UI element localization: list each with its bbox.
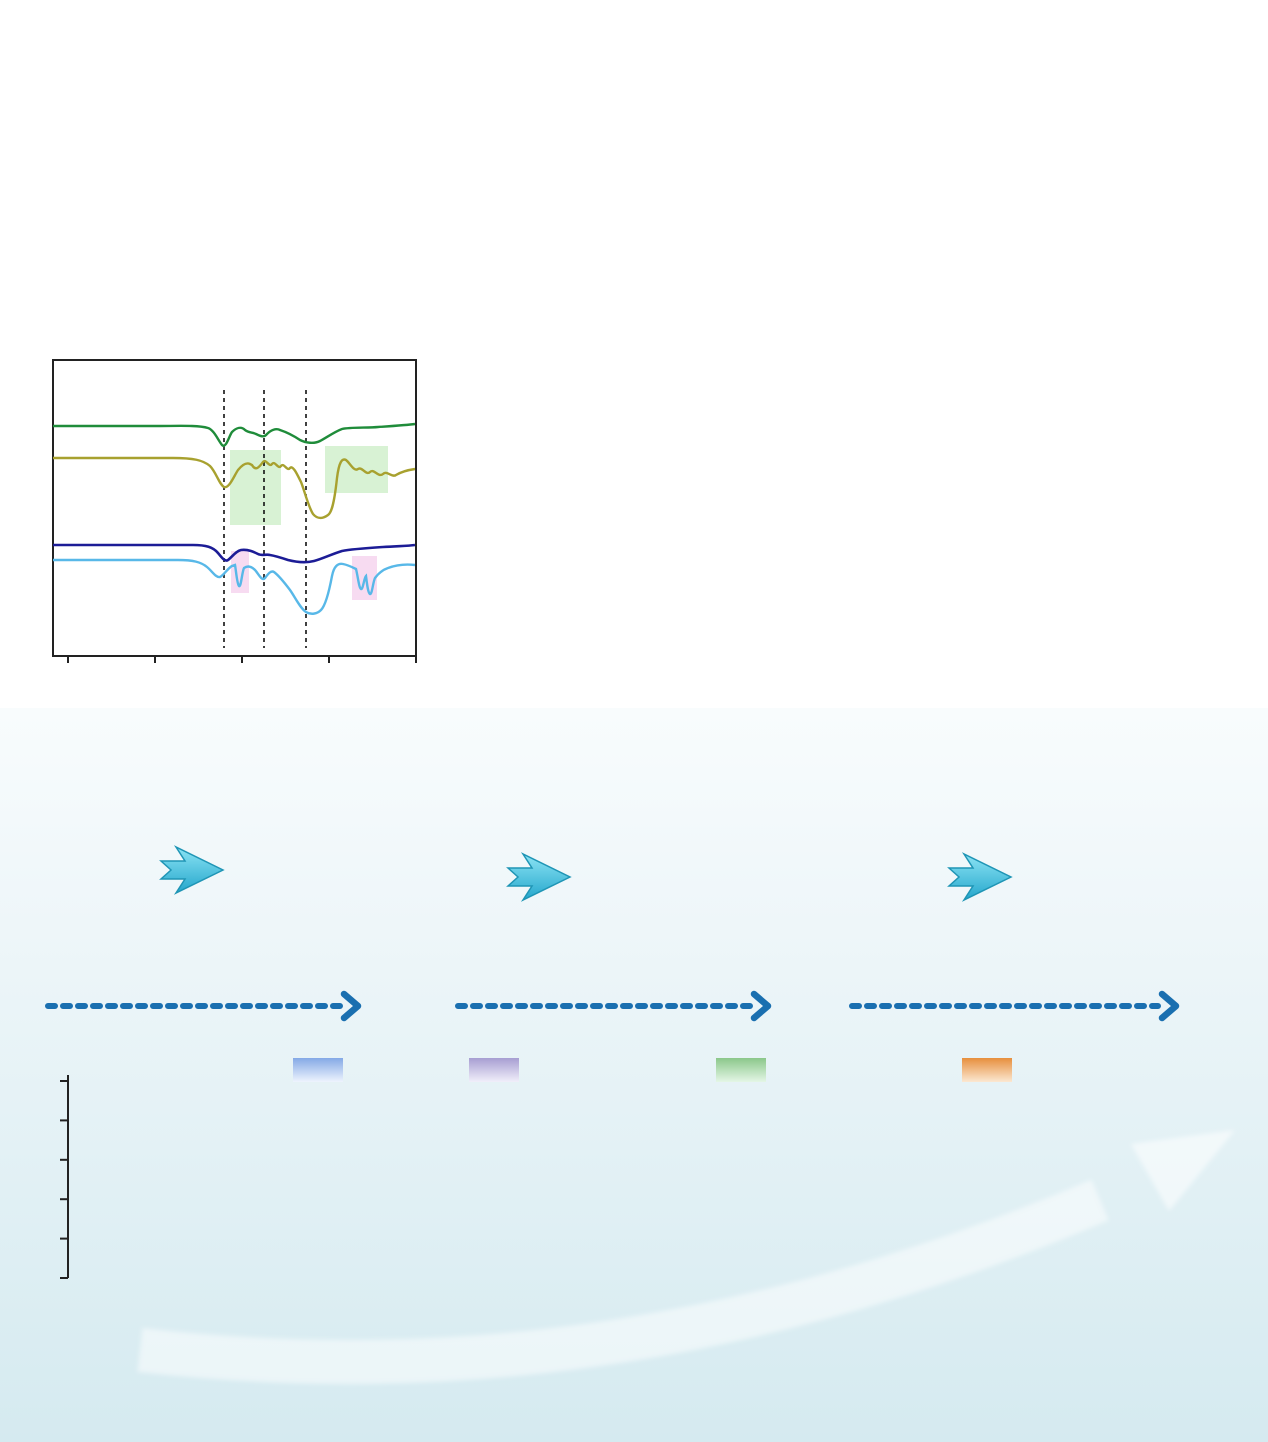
d-trace-phenyl-after [53, 543, 416, 564]
d-dashed-band-lines [223, 390, 307, 648]
step1-dotted-arrow [45, 990, 362, 1022]
d-trace-propyl-before [53, 456, 416, 520]
d-highlight-pink-1 [231, 551, 249, 593]
panel-a-plot [8, 4, 414, 340]
reaction-arrow-3 [948, 853, 1012, 901]
panel-c-plot [845, 6, 1268, 340]
d-axis-ticks [67, 656, 417, 663]
panel-d-plot [52, 359, 417, 663]
step3-dotted-arrow [849, 990, 1180, 1022]
panel-g-schematic [45, 846, 1180, 1022]
panel-f-waterfall [876, 348, 1268, 708]
panel-e-heatmap [420, 348, 875, 708]
h-trend-arrow [137, 1130, 1235, 1384]
h-legend-swatch-sio2 [293, 1058, 343, 1082]
h-legend-swatch-crich [469, 1058, 519, 1082]
d-highlight-green-1 [230, 450, 281, 525]
d-plot-frame [52, 359, 417, 657]
reaction-arrow-1 [160, 846, 224, 894]
reaction-arrow-2 [507, 853, 571, 901]
h-legend-swatch-cfree [962, 1058, 1012, 1082]
d-trace-propyl-after [53, 422, 416, 447]
panel-b-plot [420, 4, 845, 340]
panel-h-chart [60, 1075, 1235, 1384]
h-y-axis [60, 1075, 69, 1279]
step2-dotted-arrow [455, 990, 772, 1022]
d-trace-phenyl-before [53, 558, 416, 615]
h-legend-swatch-orich [716, 1058, 766, 1082]
